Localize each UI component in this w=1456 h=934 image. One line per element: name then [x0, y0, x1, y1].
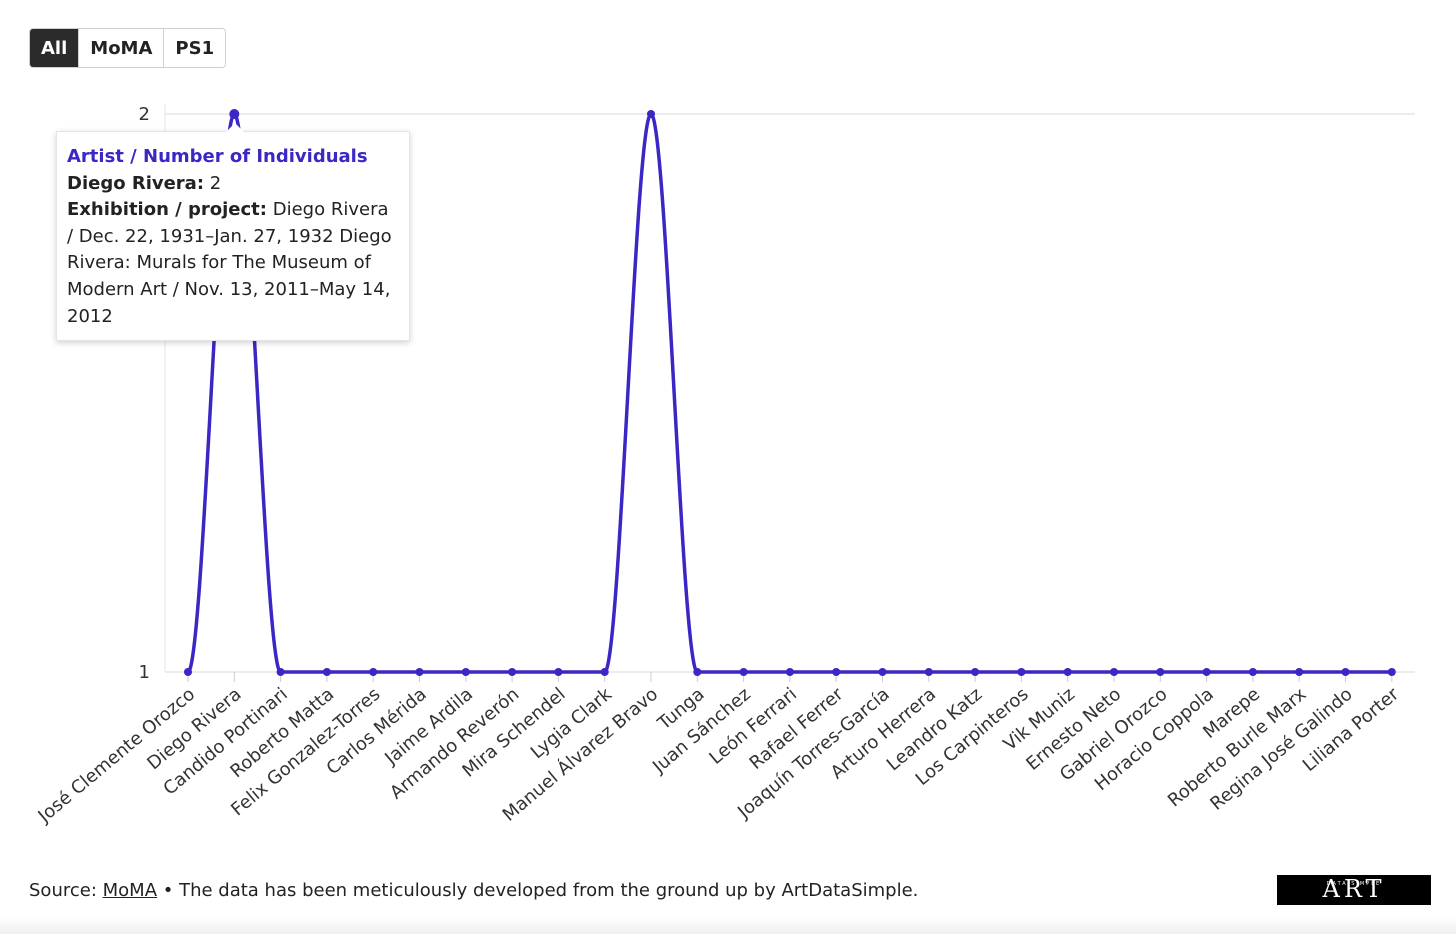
data-point[interactable] [1017, 668, 1026, 676]
tab-all[interactable]: All [30, 29, 80, 67]
y-tick-label: 1 [139, 662, 150, 683]
data-point[interactable] [739, 668, 748, 676]
data-point[interactable] [1341, 668, 1350, 676]
bottom-fade [0, 918, 1456, 934]
data-point[interactable] [971, 668, 980, 676]
data-point[interactable] [1387, 668, 1396, 676]
data-point[interactable] [693, 668, 702, 676]
tooltip-project-value: Diego Rivera / Dec. 22, 1931–Jan. 27, 19… [67, 199, 392, 327]
source-link[interactable]: MoMA [102, 880, 158, 901]
chart-tooltip: Artist / Number of Individuals Diego Riv… [56, 123, 410, 342]
tooltip-project-label: Exhibition / project: [67, 199, 267, 221]
data-point[interactable] [1202, 668, 1211, 676]
data-point[interactable] [554, 668, 563, 676]
data-point[interactable] [369, 668, 378, 676]
data-point[interactable] [647, 110, 655, 118]
tooltip-artist-label: Diego Rivera: [67, 172, 205, 194]
tab-moma[interactable]: MoMA [79, 29, 165, 67]
data-point[interactable] [1295, 668, 1304, 676]
tooltip-title: Artist / Number of Individuals [67, 146, 368, 167]
data-point[interactable] [229, 109, 240, 119]
data-point[interactable] [1248, 668, 1257, 676]
data-point[interactable] [508, 668, 517, 676]
tooltip-project-row: Exhibition / project: Diego Rivera / Dec… [67, 197, 399, 330]
data-point[interactable] [1156, 668, 1165, 676]
source-label: Source: [29, 880, 97, 901]
series-points [184, 109, 1396, 676]
artdatasimple-logo: DATA SIMPLE ART [1277, 875, 1431, 905]
data-point[interactable] [600, 668, 609, 676]
data-point[interactable] [184, 668, 192, 676]
filter-tabs: All MoMA PS1 [29, 28, 227, 68]
y-tick-label: 2 [139, 104, 150, 125]
logo-text: ART [1322, 875, 1386, 903]
tooltip-artist-row: Diego Rivera: 2 [67, 171, 399, 198]
logo-subtext: DATA SIMPLE [1326, 880, 1382, 887]
tooltip-arrow [226, 123, 244, 132]
data-point[interactable] [1110, 668, 1118, 676]
tab-ps1[interactable]: PS1 [164, 29, 226, 67]
data-point[interactable] [461, 668, 470, 676]
data-point[interactable] [276, 668, 285, 676]
data-point[interactable] [415, 668, 424, 676]
data-point[interactable] [1063, 668, 1072, 676]
data-point[interactable] [785, 668, 794, 676]
footer-note: • The data has been meticulously develop… [162, 880, 919, 901]
data-point[interactable] [322, 668, 331, 676]
tooltip-artist-value: 2 [209, 172, 222, 194]
y-axis-ticks: 12 [139, 104, 150, 683]
data-point[interactable] [924, 668, 933, 676]
chart-footer: Source: MoMA • The data has been meticul… [29, 880, 918, 901]
data-point[interactable] [878, 668, 887, 676]
data-point[interactable] [832, 668, 841, 676]
